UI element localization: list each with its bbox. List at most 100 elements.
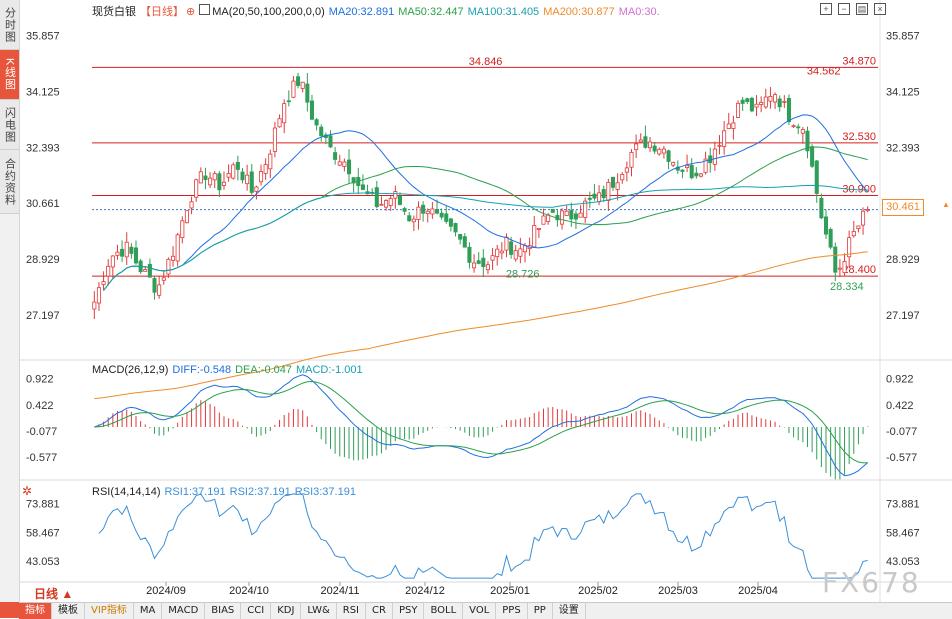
candle-body	[583, 200, 588, 218]
candle-body	[180, 220, 185, 239]
period-selector-label: 日线	[34, 587, 59, 601]
candle-body	[96, 287, 101, 304]
zoom-out-icon[interactable]: −	[838, 3, 850, 15]
indicator-tab-6[interactable]: CCI	[241, 603, 272, 619]
ma-title: MA(20,50,100,200,0,0)	[212, 6, 325, 18]
macd-tick-right-1: 0.422	[886, 400, 914, 412]
layout-icon[interactable]: ▤	[856, 3, 868, 15]
indicator-tabs: 指标 模板 VIP指标 MA MACD BIAS CCI KDJ LW& RSI CR PSY BOLL…	[19, 602, 952, 619]
candle-body	[328, 135, 333, 148]
macd-tick-right-2: -0.077	[886, 426, 917, 438]
price-tick-right-5: 27.197	[886, 310, 920, 322]
indicator-tab-11[interactable]: PSY	[393, 603, 425, 619]
indicator-tab-14[interactable]: PPS	[496, 603, 528, 619]
indicator-tab-9[interactable]: RSI	[337, 603, 367, 619]
candle-body	[402, 208, 407, 212]
macd-tick-left-2: -0.077	[26, 426, 57, 438]
candle-body	[819, 197, 824, 219]
tab-kline-chart-label: K线图	[3, 58, 16, 91]
candle-body	[735, 102, 741, 118]
candle-body	[286, 100, 291, 103]
candle-body	[161, 277, 166, 281]
candle-body	[726, 123, 731, 129]
candle-body	[782, 100, 787, 103]
candle-body	[254, 186, 259, 192]
tab-flash-chart[interactable]: 闪电图	[0, 100, 19, 150]
level-label-3: 28.400	[842, 264, 876, 276]
candle-body	[573, 213, 578, 220]
indicator-tab-15[interactable]: PP	[528, 603, 553, 619]
price-mark-2: 28.726	[506, 269, 540, 281]
candle-body	[615, 182, 620, 190]
candle-body	[296, 76, 301, 86]
period-tag[interactable]: 【日线】	[140, 6, 184, 18]
candle-body	[504, 236, 509, 251]
indicator-tab-1[interactable]: 模板	[52, 603, 85, 619]
candle-body	[198, 171, 203, 184]
cross-icon[interactable]: ×	[874, 3, 886, 15]
candle-body	[444, 213, 449, 222]
rsi2-value: RSI2:37.191	[229, 486, 291, 498]
indicator-tab-5[interactable]: BIAS	[205, 603, 242, 619]
candle-body	[569, 210, 574, 220]
candle-body	[777, 98, 782, 108]
rsi-tick-right-0: 73.881	[886, 498, 920, 510]
candle-body	[92, 301, 97, 310]
level-label-1: 32.530	[842, 131, 876, 143]
ma50-line	[103, 146, 868, 291]
tab-time-chart[interactable]: 分时图	[0, 0, 19, 50]
indicator-tab-8[interactable]: LW&	[301, 603, 337, 619]
price-tick-right-1: 34.125	[886, 86, 920, 98]
rsi-line	[98, 493, 868, 579]
macd-tick-left-0: 0.922	[26, 374, 54, 386]
candle-body	[666, 150, 671, 162]
indicator-tab-2[interactable]: VIP指标	[85, 603, 134, 619]
ma-settings-icon[interactable]	[199, 4, 211, 15]
indicator-tab-3[interactable]: MA	[134, 603, 163, 619]
tab-kline-chart[interactable]: K线图	[0, 50, 19, 100]
indicator-tab-16[interactable]: 设置	[553, 603, 586, 619]
candle-body	[532, 225, 537, 248]
candle-body	[203, 175, 208, 180]
tab-contract-info[interactable]: 合约资料	[0, 150, 19, 214]
candle-body	[509, 241, 514, 255]
indicator-tab-13[interactable]: VOL	[463, 603, 497, 619]
candle-body	[796, 126, 801, 129]
current-price-tag: 30.461	[882, 199, 924, 216]
ma100-line	[103, 184, 868, 291]
indicator-tab-7[interactable]: KDJ	[271, 603, 302, 619]
indicator-tab-4[interactable]: MACD	[162, 603, 206, 619]
candle-body	[717, 144, 722, 147]
candle-body	[268, 153, 273, 170]
candle-body	[124, 241, 129, 258]
candle-body	[513, 250, 518, 260]
candle-body	[305, 83, 310, 103]
tab-time-chart-label: 分时图	[3, 6, 16, 43]
candle-body	[476, 260, 481, 264]
sun-settings-icon[interactable]: ✲	[22, 484, 33, 498]
macd-header: MACD(26,12,9) DIFF:-0.548 DEA:-0.047 MACD:-…	[92, 364, 367, 376]
candle-body	[458, 233, 463, 240]
x-tick-2: 2024/11	[321, 585, 360, 597]
chart-canvas[interactable]: 35.857 35.857 34.125 34.125 32.393 32.393 30.6…	[0, 0, 952, 602]
candle-body	[648, 141, 653, 149]
candle-body	[606, 181, 611, 201]
candle-body	[712, 148, 717, 165]
candle-body	[643, 136, 648, 148]
candle-body	[462, 236, 467, 248]
macd-diff-line	[94, 374, 869, 477]
candle-body	[282, 103, 287, 124]
indicator-tab-0[interactable]: 指标	[19, 603, 52, 619]
tab-contract-info-label: 合约资料	[3, 157, 16, 206]
candle-body	[379, 203, 384, 206]
macd-diff: DIFF:-0.548	[172, 364, 232, 376]
indicator-tab-10[interactable]: CR	[366, 603, 393, 619]
price-tick-left-1: 34.125	[26, 86, 60, 98]
zoom-in-icon[interactable]: +	[820, 3, 832, 15]
ma200-line	[94, 251, 868, 400]
period-selector[interactable]: 日线 ▲	[34, 587, 74, 601]
candle-body	[263, 164, 268, 174]
settings-gear-icon[interactable]: ⊕	[186, 6, 196, 18]
candle-body	[439, 212, 444, 218]
indicator-tab-12[interactable]: BOLL	[424, 603, 464, 619]
